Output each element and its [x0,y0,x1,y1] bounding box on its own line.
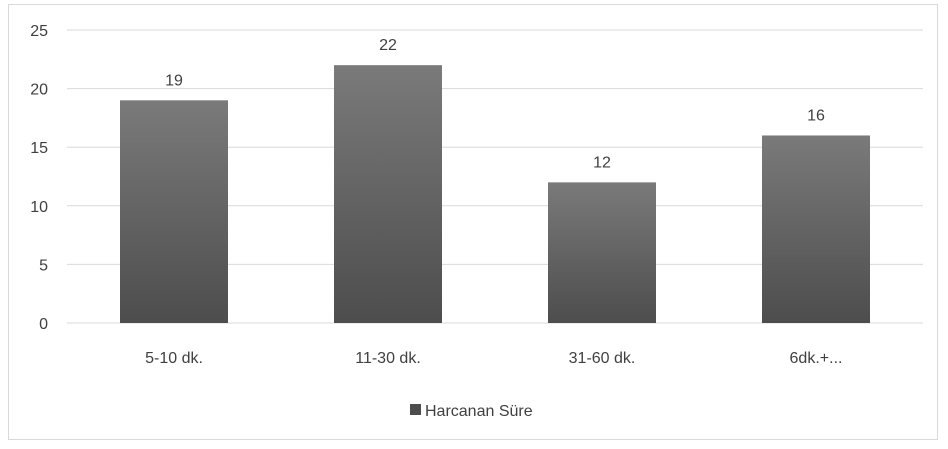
data-label: 12 [593,154,611,171]
y-tick-label: 0 [39,316,48,333]
bar [762,135,870,323]
x-tick-label: 6dk.+... [790,350,843,367]
legend: Harcanan Süre [410,403,533,420]
x-axis-ticks: 5-10 dk. 11-30 dk. 31-60 dk. 6dk.+... [145,350,842,367]
x-tick-label: 31-60 dk. [569,350,636,367]
y-axis-ticks: 0 5 10 15 20 25 [30,23,48,333]
bar [548,182,656,323]
data-labels: 19 22 12 16 [165,37,825,171]
y-tick-label: 20 [30,82,48,99]
data-label: 22 [379,37,397,54]
x-tick-label: 11-30 dk. [355,350,421,367]
bar [120,100,228,323]
legend-label: Harcanan Süre [425,403,533,420]
bar [334,65,442,323]
data-label: 19 [165,72,183,89]
y-tick-label: 15 [30,140,48,157]
y-tick-label: 5 [39,257,48,274]
y-tick-label: 10 [30,199,48,216]
y-tick-label: 25 [30,23,48,40]
x-tick-label: 5-10 dk. [145,350,203,367]
data-label: 16 [807,107,825,124]
bars [120,65,870,323]
legend-swatch [410,404,421,415]
